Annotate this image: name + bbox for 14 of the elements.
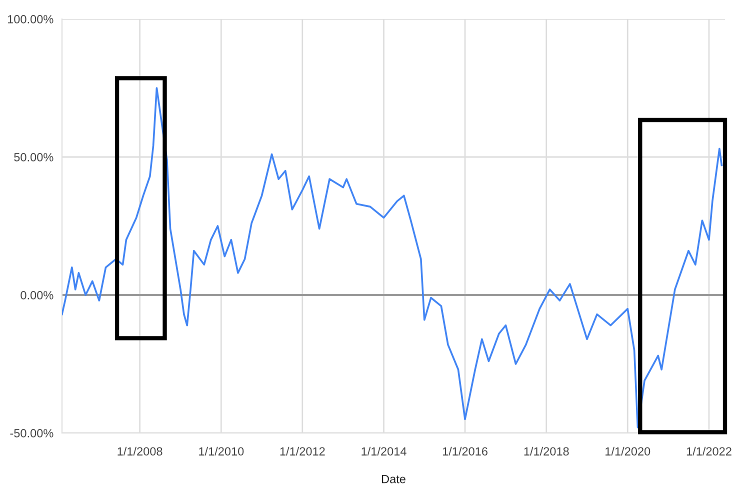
line-series (62, 87, 723, 428)
x-tick-label: 1/1/2012 (280, 446, 325, 456)
x-tick-label: 1/1/2022 (686, 446, 732, 456)
x-tick-label: 1/1/2010 (199, 446, 244, 456)
y-tick-label: 0.00% (20, 291, 54, 300)
y-tick-label: 100.00% (8, 15, 54, 24)
x-tick-label: 1/1/2008 (118, 446, 162, 456)
x-tick-label: 1/1/2016 (442, 446, 488, 456)
x-axis-title: Date (382, 474, 406, 484)
x-tick-label: 1/1/2018 (524, 446, 569, 456)
y-tick-label: 50.00% (14, 153, 54, 162)
x-tick-label: 1/1/2014 (362, 446, 406, 456)
y-tick-label: -50.00% (10, 429, 54, 438)
x-tick-label: 1/1/2020 (606, 446, 650, 456)
